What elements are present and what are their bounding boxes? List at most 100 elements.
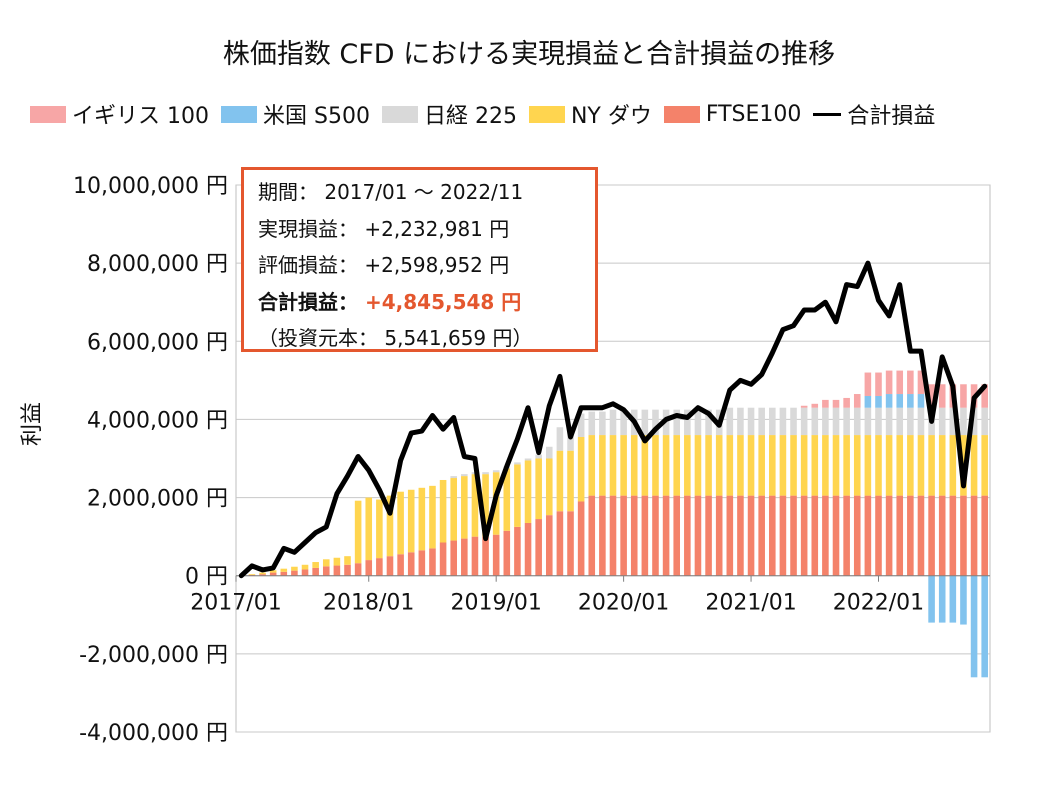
bar-segment [800,495,808,576]
y-tick-label: 10,000,000 円 [73,174,228,199]
bar-segment [758,407,765,436]
y-tick-label: 8,000,000 円 [87,252,228,277]
bar-segment [545,446,553,459]
bar-segment [726,495,734,576]
bar-segment [694,435,702,496]
bar-segment [970,575,978,678]
bar-segment [641,495,649,576]
bar-segment [386,556,394,576]
bar-segment [439,542,447,576]
legend-item-us500: 米国 S500 [221,98,370,130]
bar-segment [471,536,479,576]
bar-segment [312,562,319,568]
bar-segment [556,450,564,512]
y-tick-label: -2,000,000 円 [79,643,228,668]
bar-segment [376,499,383,559]
bar-segment [567,450,574,512]
bar-segment [917,394,925,408]
bar-segment [917,407,925,436]
bar-segment [344,564,351,576]
bar-segment [822,435,829,496]
info-principal: （投資元本： 5,541,659 円） [258,326,533,350]
bar-segment [981,575,988,678]
bar-segment [747,495,755,576]
bar-segment [917,370,925,395]
bar-segment [609,409,617,436]
bar-segment [843,407,850,436]
bar-segment [737,407,744,436]
bar-segment [248,574,256,575]
bar-segment [800,405,808,408]
bar-segment [312,567,319,576]
bar-segment [907,435,914,496]
bar-segment [885,407,893,436]
bar-segment [407,552,415,576]
bar-segment [843,397,850,408]
bar-segment [322,559,330,567]
info-unrealized: 評価損益： +2,598,952 円 [258,253,510,277]
bar-segment [461,476,468,539]
bar-segment [981,384,988,408]
bar-segment [259,572,266,575]
bar-segment [769,435,776,496]
info-total-label: 合計損益： [258,289,358,314]
bar-segment [864,372,872,396]
bar-segment [885,435,893,496]
bar-segment [864,495,872,576]
legend-swatch-nydow [528,105,565,123]
bar-segment [896,435,904,496]
bar-segment [896,495,904,576]
bar-segment [769,407,776,436]
chart-title: 株価指数 CFD における実現損益と合計損益の推移 [222,39,836,70]
bar-segment [853,407,861,436]
bar-segment [503,530,511,576]
bar-segment [577,437,585,502]
bar-segment [609,495,617,576]
bar-segment [620,435,627,496]
bar-segment [322,566,330,576]
bar-segment [684,409,691,436]
bar-segment [545,515,553,576]
bar-segment [556,511,564,576]
bar-segment [747,435,755,496]
bar-segment [960,384,967,408]
bar-segment [450,476,457,479]
bar-segment [811,435,819,496]
bar-segment [577,501,585,576]
bar-segment [492,470,500,473]
bar-segment [535,454,542,459]
bar-segment [737,435,744,496]
bar-segment [907,495,914,576]
bar-segment [970,435,978,496]
bar-segment [885,370,893,395]
bar-segment [662,435,670,496]
bar-segment [832,495,840,576]
legend-label-total: 合計損益 [847,104,936,129]
legend-swatch-us500 [221,105,257,123]
legend-label-us500: 米国 S500 [263,104,370,129]
bar-segment [376,558,383,576]
legend-item-total: 合計損益 [813,98,935,130]
bar-segment [737,495,744,576]
bar-segment [503,468,511,531]
bar-segment [354,500,362,564]
legend-swatch-ftse100 [663,105,700,123]
legend-label-uk100: イギリス 100 [72,104,209,129]
bar-segment [875,495,882,576]
bar-segment [960,495,967,576]
bar-segment [790,407,797,436]
bar-segment [482,472,489,475]
bar-segment [928,435,935,496]
bar-segment [705,409,712,436]
bar-segment [567,511,574,576]
bar-segment [588,495,596,576]
bar-segment [875,372,882,396]
bar-segment [280,568,288,572]
bar-segment [365,497,373,561]
bar-segment [482,536,489,576]
bar-segment [461,538,468,576]
bar-segment [938,575,946,623]
legend-item-ftse100: FTSE100 [663,102,801,127]
bar-segment [822,399,829,408]
